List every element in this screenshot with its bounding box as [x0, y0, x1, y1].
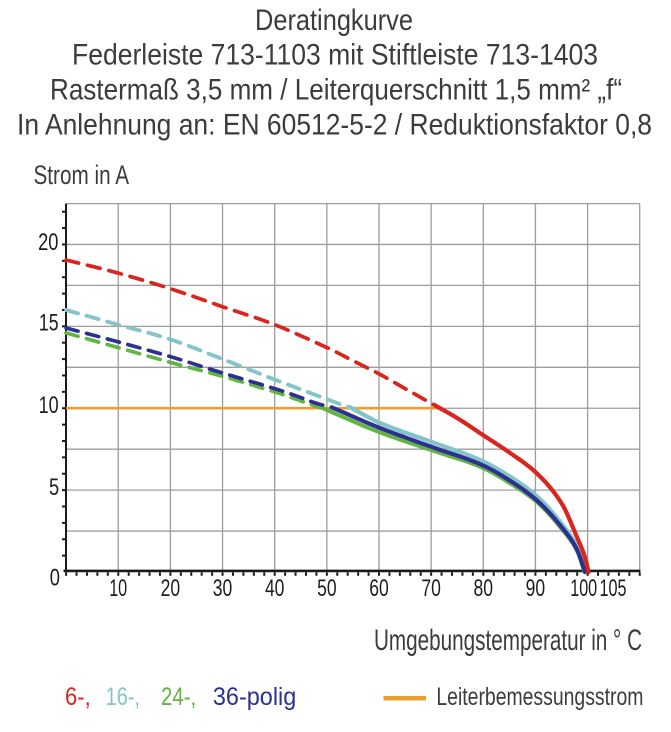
svg-text:70: 70	[421, 575, 441, 602]
svg-text:10: 10	[39, 392, 59, 419]
svg-text:20: 20	[38, 229, 58, 256]
svg-text:36-polig: 36-polig	[213, 683, 296, 711]
svg-text:Leiterbemessungsstrom: Leiterbemessungsstrom	[436, 683, 643, 711]
svg-text:Federleiste 713-1103 mit Stift: Federleiste 713-1103 mit Stiftleiste 713…	[72, 39, 598, 72]
svg-text:15: 15	[39, 310, 59, 337]
svg-text:Umgebungstemperatur in ° C: Umgebungstemperatur in ° C	[374, 624, 642, 657]
svg-text:Strom in A: Strom in A	[34, 160, 130, 190]
svg-text:24-,: 24-,	[161, 683, 196, 711]
svg-text:60: 60	[369, 575, 389, 602]
svg-text:80: 80	[474, 575, 494, 602]
svg-text:In Anlehnung an: EN 60512-5-2: In Anlehnung an: EN 60512-5-2 / Reduktio…	[17, 109, 652, 142]
svg-text:5: 5	[49, 474, 59, 501]
svg-text:40: 40	[265, 575, 285, 602]
svg-text:30: 30	[213, 575, 233, 602]
svg-text:90: 90	[526, 575, 546, 602]
svg-text:105: 105	[600, 575, 627, 602]
svg-text:100: 100	[570, 575, 597, 602]
svg-text:16-,: 16-,	[106, 683, 141, 711]
svg-text:50: 50	[317, 575, 337, 602]
svg-text:10: 10	[109, 575, 127, 602]
svg-text:20: 20	[161, 575, 181, 602]
svg-text:6-,: 6-,	[65, 683, 91, 711]
svg-text:0: 0	[50, 565, 60, 592]
svg-text:Rastermaß 3,5 mm / Leiterquers: Rastermaß 3,5 mm / Leiterquerschnitt 1,5…	[50, 74, 622, 107]
svg-text:Deratingkurve: Deratingkurve	[255, 4, 413, 37]
